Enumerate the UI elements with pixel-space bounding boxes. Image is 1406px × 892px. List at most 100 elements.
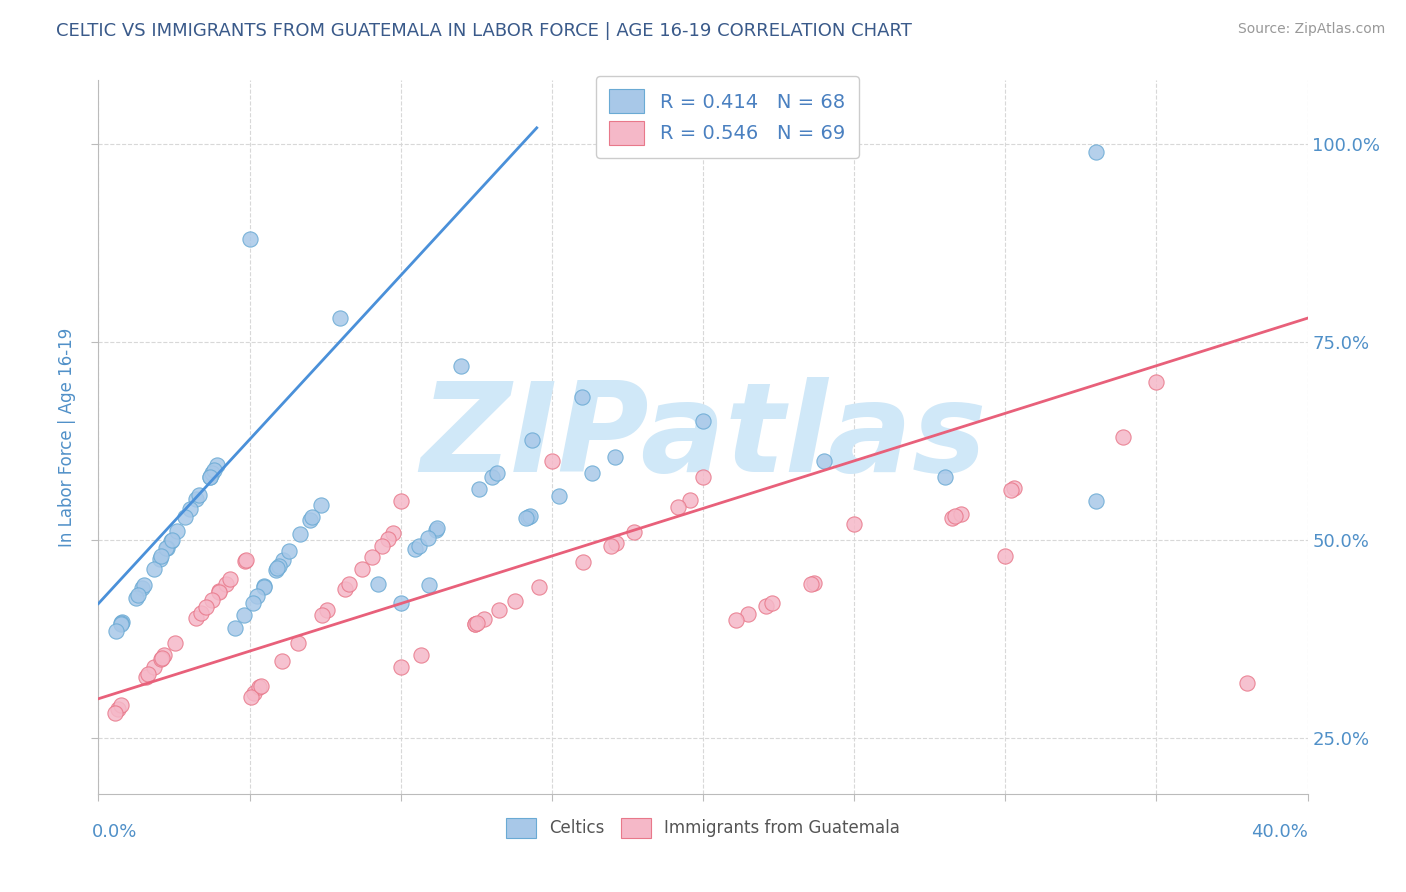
- Y-axis label: In Labor Force | Age 16-19: In Labor Force | Age 16-19: [58, 327, 76, 547]
- Point: [515, 511, 537, 525]
- Point: [105, 624, 128, 638]
- Point: [605, 450, 627, 465]
- Point: [219, 572, 242, 586]
- Point: [994, 549, 1017, 563]
- Point: [464, 617, 486, 632]
- Point: [416, 531, 439, 545]
- Point: [418, 577, 440, 591]
- Point: [160, 533, 183, 547]
- Point: [271, 654, 294, 668]
- Point: [486, 466, 509, 480]
- Point: [934, 469, 956, 483]
- Point: [315, 603, 337, 617]
- Text: 0.0%: 0.0%: [93, 823, 138, 841]
- Point: [266, 561, 288, 575]
- Point: [520, 433, 543, 447]
- Point: [290, 527, 312, 541]
- Point: [949, 507, 972, 521]
- Point: [1085, 493, 1108, 508]
- Point: [450, 359, 472, 373]
- Point: [149, 551, 172, 566]
- Point: [264, 563, 287, 577]
- Point: [600, 539, 623, 553]
- Point: [235, 553, 257, 567]
- Legend: Celtics, Immigrants from Guatemala: Celtics, Immigrants from Guatemala: [494, 806, 912, 850]
- Point: [269, 811, 291, 825]
- Point: [138, 667, 160, 681]
- Point: [1002, 482, 1025, 496]
- Point: [247, 681, 270, 695]
- Point: [488, 603, 510, 617]
- Point: [202, 462, 225, 476]
- Point: [425, 523, 447, 537]
- Point: [803, 575, 825, 590]
- Point: [143, 660, 166, 674]
- Point: [404, 542, 426, 557]
- Point: [132, 578, 155, 592]
- Point: [110, 615, 132, 630]
- Point: [150, 650, 173, 665]
- Point: [127, 588, 149, 602]
- Point: [382, 526, 405, 541]
- Point: [149, 652, 172, 666]
- Text: Source: ZipAtlas.com: Source: ZipAtlas.com: [1237, 22, 1385, 37]
- Point: [208, 584, 231, 599]
- Point: [301, 510, 323, 524]
- Point: [1085, 145, 1108, 159]
- Point: [540, 454, 562, 468]
- Point: [214, 577, 236, 591]
- Point: [737, 607, 759, 622]
- Point: [813, 454, 835, 468]
- Point: [190, 606, 212, 620]
- Text: CELTIC VS IMMIGRANTS FROM GUATEMALA IN LABOR FORCE | AGE 16-19 CORRELATION CHART: CELTIC VS IMMIGRANTS FROM GUATEMALA IN L…: [56, 22, 912, 40]
- Point: [131, 582, 153, 596]
- Point: [186, 611, 208, 625]
- Point: [184, 492, 207, 507]
- Point: [426, 521, 449, 535]
- Point: [198, 469, 221, 483]
- Point: [352, 561, 374, 575]
- Point: [411, 648, 433, 662]
- Point: [623, 525, 645, 540]
- Point: [464, 616, 486, 631]
- Point: [370, 539, 392, 553]
- Point: [367, 576, 389, 591]
- Point: [692, 414, 714, 428]
- Point: [250, 679, 273, 693]
- Text: 40.0%: 40.0%: [1251, 823, 1308, 841]
- Point: [481, 470, 503, 484]
- Point: [1000, 483, 1022, 497]
- Text: ZIPatlas: ZIPatlas: [420, 376, 986, 498]
- Point: [165, 635, 187, 649]
- Point: [1112, 430, 1135, 444]
- Point: [271, 553, 294, 567]
- Point: [299, 513, 322, 527]
- Point: [243, 686, 266, 700]
- Point: [519, 508, 541, 523]
- Point: [142, 562, 165, 576]
- Point: [195, 599, 218, 614]
- Point: [800, 577, 823, 591]
- Point: [468, 482, 491, 496]
- Point: [201, 466, 224, 480]
- Point: [761, 596, 783, 610]
- Point: [267, 558, 290, 573]
- Point: [389, 493, 412, 508]
- Point: [474, 612, 496, 626]
- Point: [571, 391, 593, 405]
- Point: [527, 580, 550, 594]
- Point: [605, 535, 627, 549]
- Point: [110, 615, 132, 629]
- Point: [107, 702, 129, 716]
- Point: [287, 636, 309, 650]
- Point: [389, 660, 412, 674]
- Point: [252, 580, 274, 594]
- Point: [110, 698, 132, 713]
- Point: [179, 502, 201, 516]
- Point: [239, 690, 262, 705]
- Point: [253, 579, 276, 593]
- Point: [198, 469, 221, 483]
- Point: [692, 469, 714, 483]
- Point: [309, 498, 332, 512]
- Point: [155, 541, 177, 555]
